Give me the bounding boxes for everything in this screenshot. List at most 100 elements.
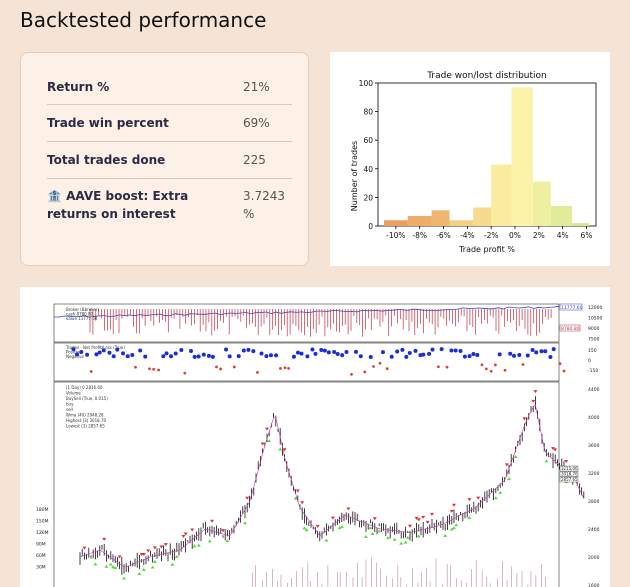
trade-loss-dot [558,362,562,366]
trade-win-dot [548,354,553,359]
sell-marker [421,515,426,519]
trade-win-dot [125,354,130,359]
broker-legend-label: Broker (Bbroker) [66,307,99,312]
trade-win-dot [340,353,345,358]
price-legend-label: BuySell (True, 0.015) [66,396,108,401]
trade-win-dot [115,347,120,352]
sell-marker [141,553,146,557]
trade-loss-dot [157,368,161,372]
stat-value: 225 [243,153,266,167]
broker-tick-label: 10500 [588,316,602,322]
price-badge [559,476,579,483]
stat-value: 3.7243 % [243,189,285,221]
stat-label: Total trades done [47,153,166,167]
trade-win-dot [94,352,99,357]
y-tick-label: 40 [363,165,373,174]
buy-marker [152,560,157,564]
price-tick-label: 4400 [588,387,600,393]
price-panel [53,381,560,587]
price-legend-label: Lowest (3) 2857.65 [66,424,105,429]
sell-marker [245,496,250,500]
trade-win-dot [295,350,300,355]
trade-win-dot [268,353,273,358]
trade-win-dot [201,352,206,357]
trade-win-dot [421,352,426,357]
trade-win-dot [121,351,126,356]
buy-marker [108,562,113,566]
trade-loss-dot [219,367,223,371]
page-title: Backtested performance [20,8,267,32]
broker-cash-badge [559,324,581,332]
sell-marker [425,520,430,524]
buy-marker [225,539,230,543]
buy-marker [196,543,201,547]
trade-win-dot [101,348,106,353]
trade-loss-dot [445,365,449,369]
price-badge [559,465,579,472]
trade-win-dot [407,350,412,355]
broker-panel [53,303,560,343]
buy-marker [150,565,155,569]
buy-marker [339,525,344,529]
price-legend-label: sell [66,407,73,412]
buy-marker [141,568,146,572]
trades-legend-label: Positive [66,350,82,355]
trades-tick-label: 0 [588,358,591,364]
histogram-card: Trade won/lost distribution Trade profit… [330,52,610,266]
volume-tick-label: 150M [36,519,49,525]
sell-marker [553,448,558,452]
volume-tick-label: 60M [36,553,46,559]
buy-marker [113,565,118,569]
histogram-bar [383,220,408,226]
sell-marker [408,524,412,528]
trade-win-dot [79,350,84,355]
sell-marker [346,507,351,511]
buy-marker [513,455,518,459]
trade-win-dot [179,348,184,353]
buy-marker [449,527,454,531]
trade-win-dot [192,354,197,359]
y-tick-label: 20 [363,193,373,202]
price-tick-label: 2800 [588,499,600,505]
trade-loss-dot [521,363,525,366]
trade-win-dot [85,352,90,357]
sell-marker [476,496,481,500]
price-tick-label: 1600 [588,583,600,587]
price-legend-label: (1 Day) 0 2816.60 [66,385,103,390]
price-tick-label: 3200 [588,471,600,477]
x-tick-label: 2% [533,231,545,240]
sell-marker [551,447,555,451]
trade-loss-dot [134,365,137,369]
broker-legend-label: value 11777.60 [66,316,98,321]
trade-win-dot [534,350,539,355]
stat-row-return: Return % 21% [47,68,292,105]
trade-win-dot [299,351,304,356]
broker-tick-label: 9000 [588,326,600,332]
price-tick-label: 2400 [588,527,600,533]
trade-win-dot [368,354,373,359]
stat-value: 21% [243,80,270,94]
backtest-card: Broker (Bbroker) cash 8780.80 value 11777.… [20,287,610,587]
sell-marker [372,517,377,521]
trade-win-dot [430,347,435,352]
buy-marker [392,537,397,541]
trade-win-dot [236,354,241,359]
plot-area [377,82,597,227]
price-tick-label: 4000 [588,415,600,421]
price-badge [559,471,579,477]
trade-loss-dot [385,367,389,371]
trade-win-dot [512,353,517,358]
x-tick-label: -10% [386,231,405,240]
trade-win-dot [551,347,556,352]
trade-win-dot [467,354,472,359]
sell-marker [531,399,536,403]
trade-loss-dot [480,363,484,367]
x-tick-label: -2% [484,231,499,240]
trade-win-dot [274,353,279,358]
trade-win-dot [161,354,166,359]
trade-win-dot [210,354,215,359]
x-axis-label: Trade profit % [458,245,515,254]
buy-marker [302,526,307,530]
trade-win-dot [206,353,211,358]
sell-marker [102,537,107,541]
